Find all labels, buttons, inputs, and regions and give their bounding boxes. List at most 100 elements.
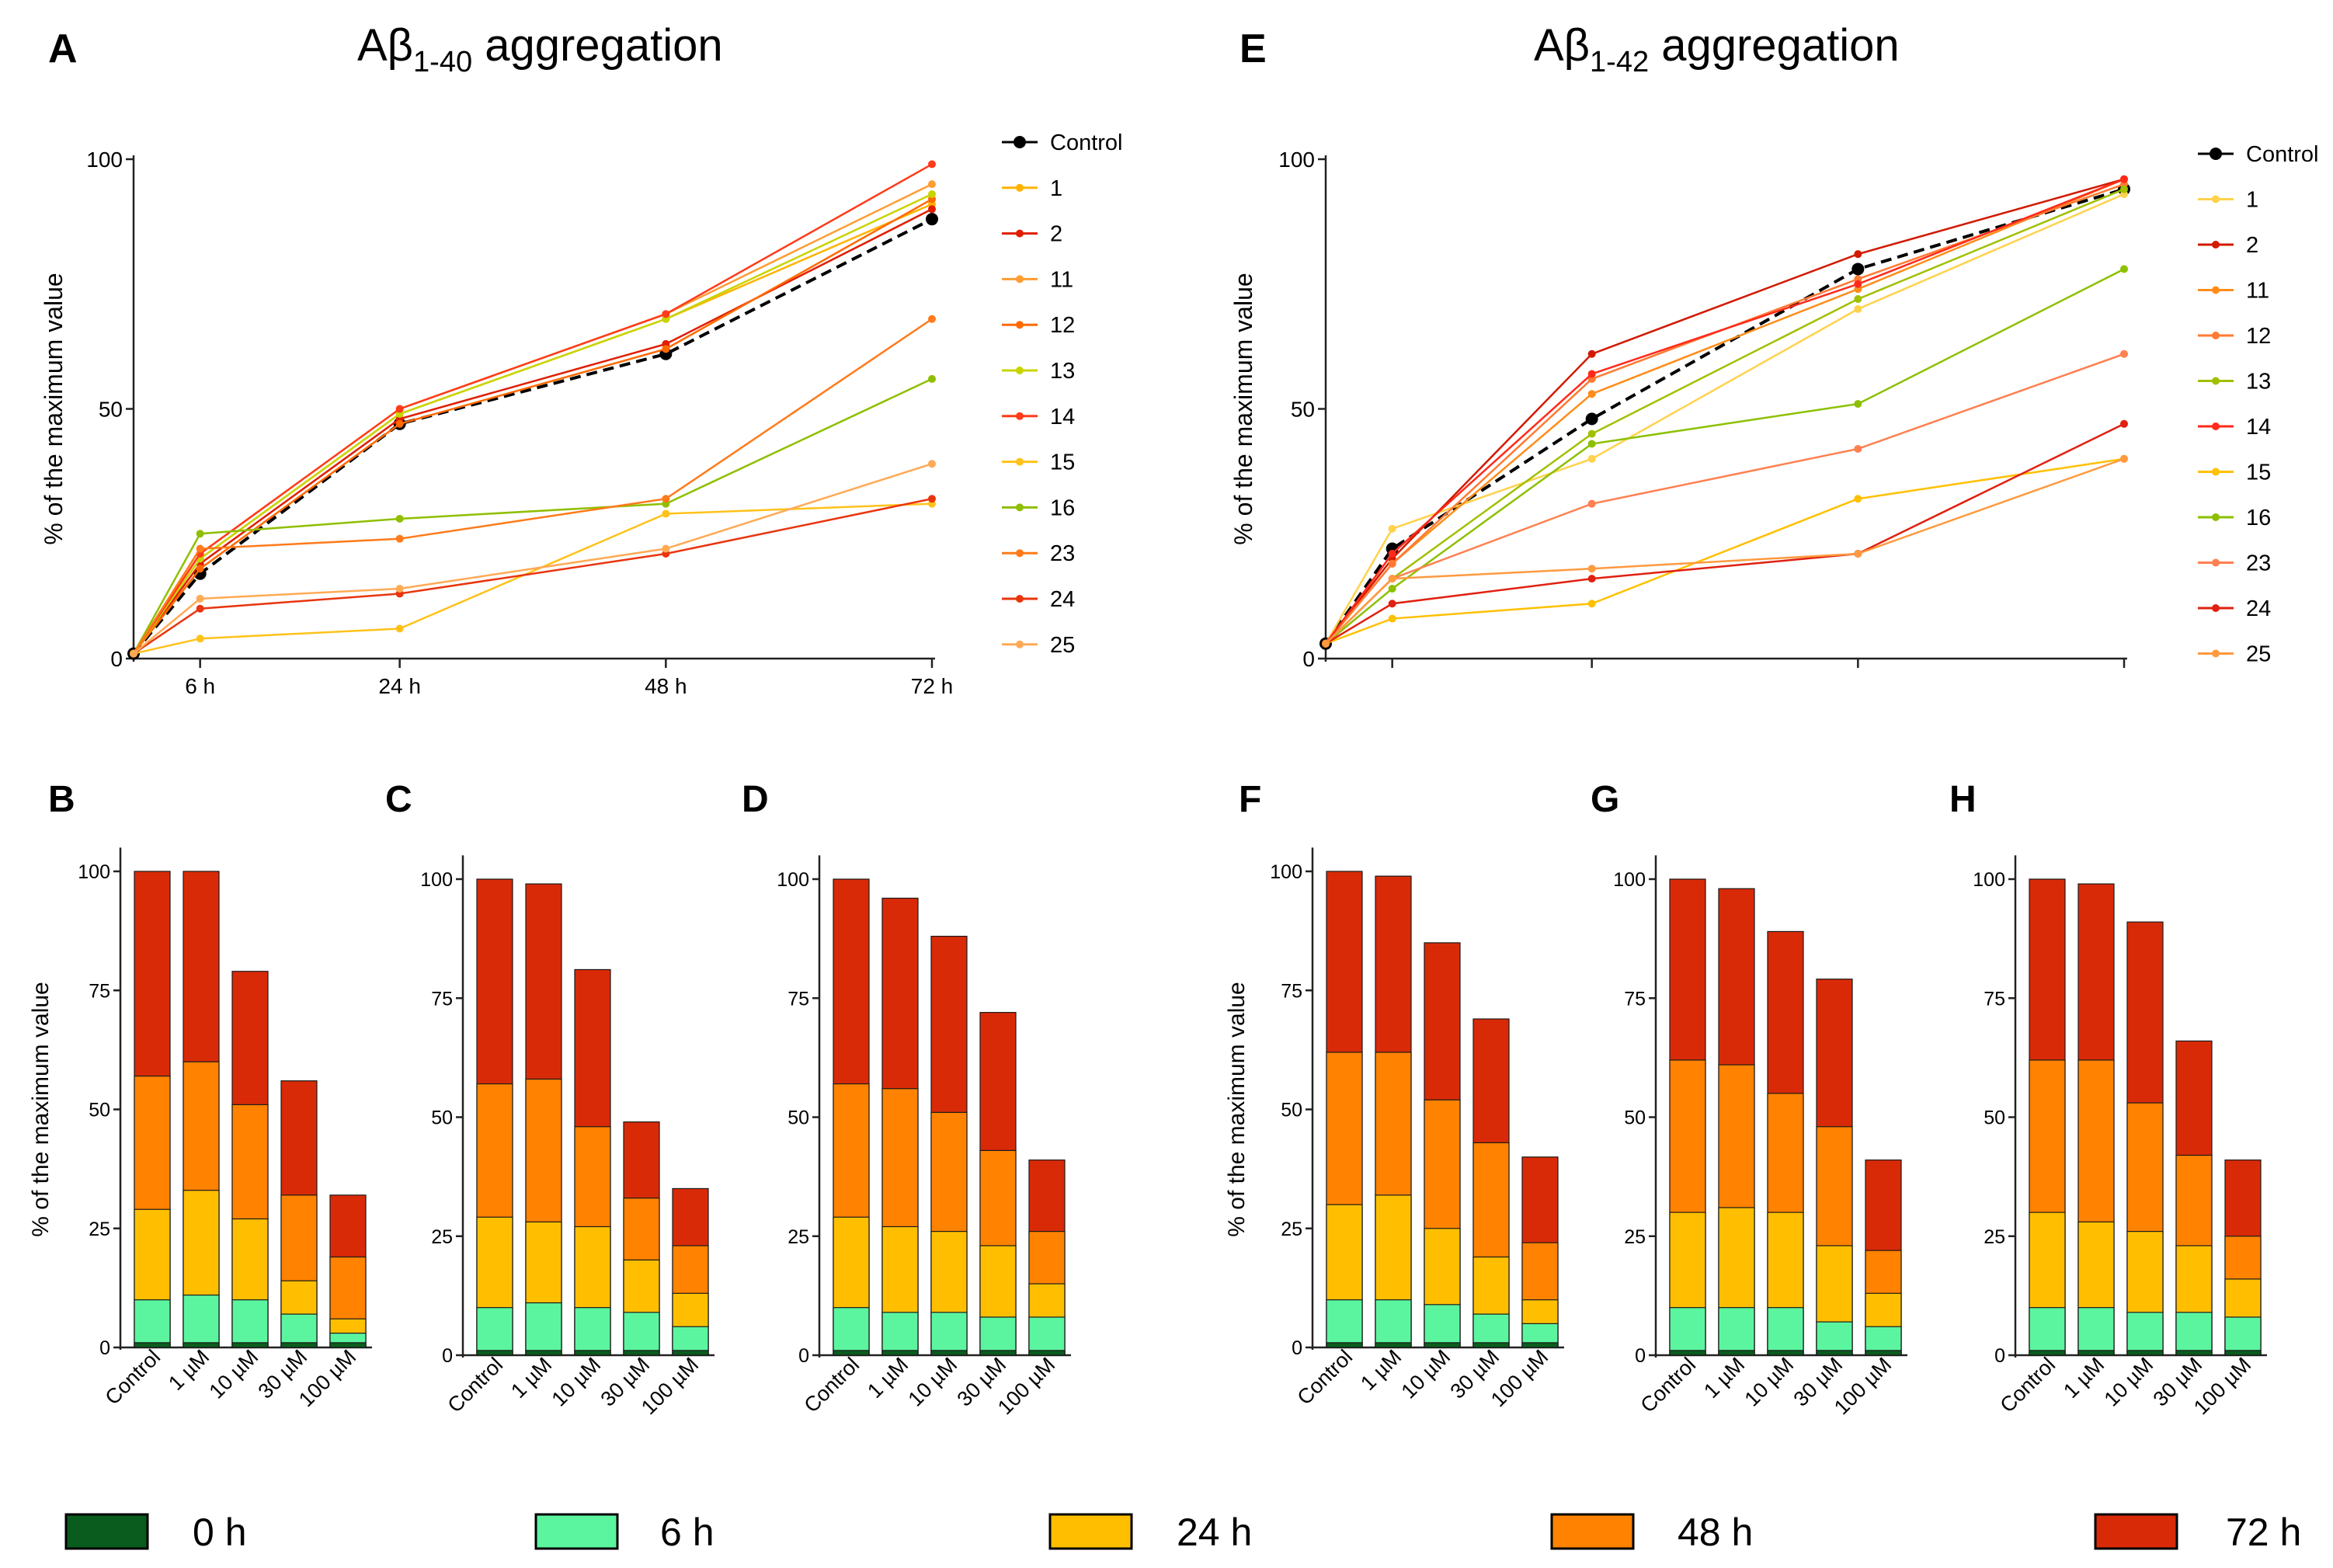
chart-D-y-tick-label: 0 [798, 1345, 809, 1367]
chart-H-bar-0h-3 [2175, 1350, 2213, 1356]
chart-A-series-line-24 [133, 498, 933, 655]
chart-C-y-tick-label: 75 [431, 988, 453, 1010]
chart-A-series-line-25 [133, 463, 933, 655]
chart-B-bar-0h-4 [329, 1342, 367, 1348]
chart-E-series-line-Control [1324, 187, 2125, 645]
chart-A-legend-marker-25 [1016, 640, 1024, 648]
chart-A-legend-label-11: 11 [1050, 267, 1073, 292]
chart-G-bar-0h-0 [1669, 1350, 1706, 1356]
panel-letter-B: B [48, 779, 75, 820]
chart-B-y-tick-label: 50 [89, 1100, 110, 1121]
panel-letter-F: F [1239, 779, 1261, 820]
chart-E-data-point-1 [1854, 304, 1862, 313]
chart-A-series-line-23 [132, 318, 933, 655]
chart-B-bar-6h-3 [280, 1313, 318, 1348]
chart-E-series-line-14 [1324, 178, 2125, 645]
chart-E-data-point-25 [2120, 454, 2128, 463]
chart-E-data-point-2 [1854, 250, 1862, 259]
chart-D-y-tick-label: 50 [788, 1107, 809, 1129]
chart-H-bar-0h-1 [2077, 1350, 2115, 1356]
chart-B-bar-6h-0 [134, 1299, 171, 1348]
panel-E-title-prefix: Aβ [1534, 20, 1590, 71]
panel-E-title-sub: 1-42 [1590, 46, 1649, 78]
chart-H-y-tick-label: 100 [1973, 869, 2005, 891]
chart-A-data-point-Control [926, 213, 938, 226]
chart-E-data-point-Control [1851, 262, 1865, 276]
legend-label-72h: 72 h [2226, 1511, 2301, 1554]
chart-E-legend-marker-14 [2212, 422, 2220, 430]
chart-G-bar-0h-3 [1816, 1350, 1853, 1356]
chart-E-data-point-11 [1587, 390, 1596, 398]
chart-F-bar-6h-3 [1472, 1313, 1510, 1348]
chart-H-bar-6h-4 [2224, 1316, 2262, 1356]
panel-letter-A: A [48, 26, 78, 71]
chart-G-bar-6h-3 [1816, 1321, 1853, 1356]
chart-A-legend-label-24: 24 [1050, 587, 1075, 612]
chart-G-bar-0h-1 [1718, 1350, 1755, 1356]
chart-E-data-point-15 [1587, 600, 1596, 608]
chart-A-data-point-25 [662, 544, 670, 553]
chart-B-y-tick-label: 100 [78, 861, 110, 883]
chart-E-legend-label-15: 15 [2246, 461, 2271, 485]
chart-G-bar-0h-4 [1865, 1350, 1902, 1356]
chart-F-bar-6h-2 [1424, 1304, 1461, 1348]
chart-D-bar-6h-4 [1028, 1316, 1066, 1356]
chart-D-bar-0h-2 [930, 1350, 968, 1356]
chart-E-series-line-2 [1325, 178, 2125, 645]
chart-A-data-point-23 [928, 315, 936, 323]
chart-E-data-point-12 [1388, 559, 1396, 568]
chart-A-legend-label-23: 23 [1050, 541, 1075, 566]
chart-C-bar-6h-3 [623, 1312, 660, 1356]
chart-E-data-point-16 [1854, 400, 1862, 409]
chart-F-y-tick-label: 75 [1281, 980, 1302, 1002]
chart-C-bar-6h-0 [476, 1307, 513, 1356]
chart-H-category-label: 10 µM [2100, 1353, 2158, 1411]
chart-H-y-tick-label: 0 [1994, 1345, 2005, 1367]
chart-A-data-point-15 [196, 635, 204, 643]
chart-H-bar-6h-3 [2175, 1312, 2213, 1356]
chart-F-bar-6h-1 [1375, 1299, 1412, 1348]
chart-A-data-point-23 [395, 534, 404, 543]
chart-C-y-tick-label: 50 [431, 1107, 453, 1129]
chart-F-bar-0h-3 [1472, 1342, 1510, 1348]
legend-label-48h: 48 h [1678, 1511, 1753, 1554]
chart-E-legend-label-16: 16 [2246, 506, 2271, 530]
time-legend: 0 h 6 h 24 h 48 h 72 h [64, 1511, 2301, 1554]
chart-B-bar-0h-3 [280, 1342, 318, 1348]
chart-E-data-point-23 [1854, 444, 1862, 453]
chart-E-legend-marker-13 [2212, 377, 2220, 385]
chart-A-data-point-25 [130, 649, 137, 658]
chart-A-legend-marker-1 [1016, 183, 1024, 192]
chart-A-legend-label-15: 15 [1050, 450, 1075, 475]
panel-A-title: Aβ1-40 aggregation [357, 20, 723, 78]
chart-A-series-line-12 [133, 198, 933, 655]
chart-A-series-line-Control [132, 217, 933, 655]
chart-E-series-line-24 [1325, 422, 2125, 645]
chart-E-legend-marker-15 [2212, 468, 2220, 476]
chart-A-y-axis-label: % of the maximum value [40, 273, 68, 544]
chart-E-data-point-14 [2120, 175, 2128, 183]
chart-B-y-tick-label: 25 [89, 1219, 110, 1240]
chart-A-legend-marker-12 [1016, 321, 1024, 329]
panel-A-title-suffix: aggregation [472, 20, 722, 71]
chart-A-legend-label-16: 16 [1050, 495, 1075, 520]
chart-F-bar-0h-4 [1521, 1342, 1559, 1348]
chart-C-bar-0h-2 [574, 1350, 611, 1356]
chart-G-y-tick-label: 75 [1624, 988, 1646, 1010]
chart-F-bar-6h-0 [1326, 1299, 1363, 1348]
chart-A-legend-marker-Control [1014, 136, 1026, 148]
chart-E-data-point-14 [1854, 280, 1862, 288]
chart-E-data-point-24 [1587, 575, 1596, 583]
chart-E-data-point-24 [2120, 419, 2128, 428]
chart-H-bar-0h-4 [2224, 1350, 2262, 1356]
chart-C-bar-6h-1 [525, 1302, 562, 1356]
chart-E-legend-label-13: 13 [2246, 370, 2271, 395]
panel-letter-G: G [1591, 779, 1619, 820]
chart-E-data-point-14 [1587, 370, 1596, 378]
chart-E-data-point-13 [1587, 429, 1596, 438]
chart-F-y-tick-label: 0 [1292, 1337, 1302, 1359]
legend-label-6h: 6 h [660, 1511, 715, 1554]
chart-A-data-point-2 [928, 205, 936, 214]
chart-A-legend-marker-23 [1016, 549, 1024, 558]
chart-A-data-point-14 [395, 405, 404, 413]
